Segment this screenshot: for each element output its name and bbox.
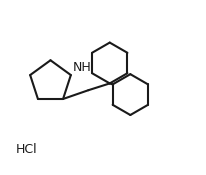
Text: NH: NH bbox=[72, 61, 91, 74]
Text: HCl: HCl bbox=[15, 143, 37, 156]
